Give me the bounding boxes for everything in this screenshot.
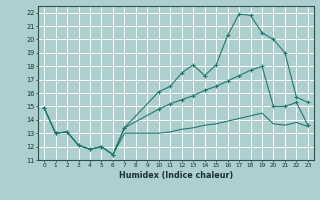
X-axis label: Humidex (Indice chaleur): Humidex (Indice chaleur) <box>119 171 233 180</box>
